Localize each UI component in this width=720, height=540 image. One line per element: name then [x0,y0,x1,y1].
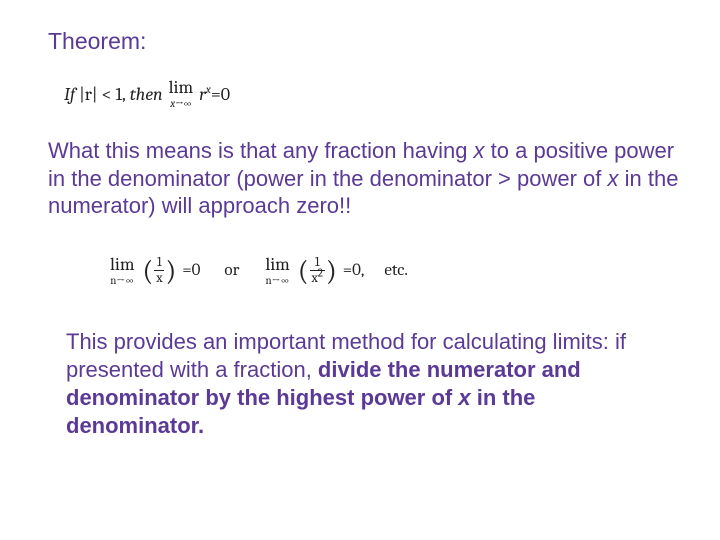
frac1-num: 1 [155,256,164,270]
lim-subscript: x→∞ [170,98,191,109]
x-var-2: x [608,166,619,191]
then-text: then [130,84,163,105]
fraction-1: ( 1 x ) [143,256,177,285]
lparen-1: ( [143,257,154,285]
limit-operator: lim x→∞ [169,79,194,109]
lim-label: lim [169,79,194,97]
lim-label-2: lim [110,256,135,274]
frac1-den: x [154,270,164,285]
etc-text: etc. [384,261,408,280]
or-text: or [224,261,239,280]
limit-operator-3: lim n→∞ [265,256,290,286]
eq-zero-1: =0 [182,261,200,280]
conclusion-paragraph: This provides an important method for ca… [66,328,674,441]
r-var: r [199,84,206,105]
rparen-1: ) [165,257,176,285]
if-text: If [64,84,75,105]
frac2-den: x2 [310,270,325,285]
slide: Theorem: If |r| < 1, then lim x→∞ rx=0 W… [48,28,680,512]
example-formula: lim n→∞ ( 1 x ) =0 or lim n→∞ ( 1 x2 ) =… [108,256,680,286]
explanation-paragraph: What this means is that any fraction hav… [48,137,680,220]
lt-one: < 1, [102,84,126,105]
eq-zero-2: =0, [343,261,365,280]
lim-label-3: lim [265,256,290,274]
equals-zero: =0 [211,84,230,105]
lim-subscript-3: n→∞ [266,275,290,286]
frac-2: 1 x2 [310,256,325,285]
rparen-2: ) [326,257,337,285]
x-var-1: x [474,138,485,163]
limit-expression: rx=0 [199,84,230,105]
theorem-heading: Theorem: [48,28,680,55]
theorem-formula: If |r| < 1, then lim x→∞ rx=0 [64,79,680,109]
fraction-2: ( 1 x2 ) [298,256,337,285]
abs-r: |r| [79,84,98,105]
lim-subscript-2: n→∞ [110,275,134,286]
x-var-3: x [458,385,470,410]
explanation-pre: What this means is that any fraction hav… [48,138,474,163]
lparen-2: ( [298,257,309,285]
frac-1: 1 x [154,256,164,285]
limit-operator-2: lim n→∞ [110,256,135,286]
